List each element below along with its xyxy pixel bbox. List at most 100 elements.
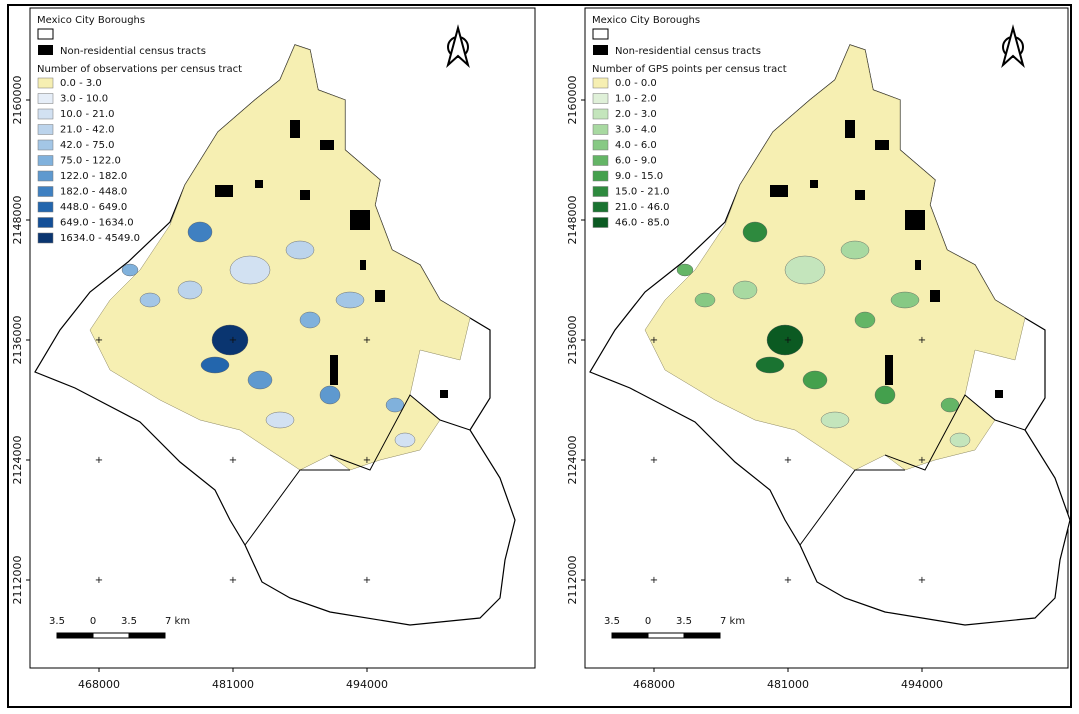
- grid-cross: +: [918, 575, 926, 586]
- legend-swatch: [37, 139, 54, 151]
- scale-label: 3.5: [121, 616, 137, 627]
- grid-cross: +: [229, 575, 237, 586]
- tract-cluster: [211, 324, 249, 356]
- x-tick-label: 481000: [767, 678, 809, 691]
- tract-cluster: [394, 432, 416, 448]
- non-residential-tract: [905, 210, 925, 230]
- legend-label: 9.0 - 15.0: [615, 171, 663, 182]
- y-tick-label: 2148000: [11, 196, 24, 245]
- x-tick-label: 494000: [346, 678, 388, 691]
- legend-heading: Mexico City Boroughs: [37, 15, 145, 26]
- scale-bar-segment: [56, 632, 94, 639]
- non-residential-tract: [855, 190, 865, 200]
- tract-cluster: [949, 432, 971, 448]
- legend-label: 15.0 - 21.0: [615, 187, 670, 198]
- grid-cross: +: [784, 575, 792, 586]
- scale-label: 7 km: [165, 616, 190, 627]
- legend-label: 46.0 - 85.0: [615, 218, 670, 229]
- non-residential-tract: [255, 180, 263, 188]
- tract-cluster: [229, 255, 271, 285]
- y-tick-label: 2136000: [566, 316, 579, 365]
- legend-label: 1634.0 - 4549.0: [60, 233, 140, 244]
- scale-label: 0: [90, 616, 96, 627]
- non-residential-tract: [440, 390, 448, 398]
- non-residential-tract: [375, 290, 385, 302]
- legend-swatch: [592, 93, 609, 104]
- scale-bar-segment: [128, 632, 166, 639]
- legend-swatch: [37, 201, 54, 213]
- tract-cluster: [247, 370, 273, 390]
- north-arrow: [446, 24, 470, 69]
- legend-label: 182.0 - 448.0: [60, 187, 127, 198]
- legend-swatch: [37, 217, 54, 228]
- map-panel: 468000 + + +481000 + + +494000 + + +2112000 212400…: [11, 7, 536, 691]
- grid-cross: +: [784, 335, 792, 346]
- legend-swatch: [37, 93, 54, 104]
- y-tick-label: 2148000: [566, 196, 579, 245]
- scale-label: 3.5: [49, 616, 65, 627]
- y-tick-label: 2160000: [566, 76, 579, 125]
- non-residential-tract: [845, 120, 855, 138]
- legend-swatch: [592, 217, 609, 228]
- grid-cross: +: [95, 335, 103, 346]
- tract-cluster: [187, 221, 213, 243]
- grid-cross: +: [229, 335, 237, 346]
- tract-cluster: [742, 221, 768, 243]
- tract-cluster: [840, 240, 870, 260]
- scale-bar-segment: [647, 632, 685, 639]
- figure-border: [7, 4, 1072, 708]
- tract-cluster: [676, 263, 694, 277]
- grid-cross: +: [229, 455, 237, 466]
- tract-cluster: [802, 370, 828, 390]
- non-residential-tract: [360, 260, 366, 270]
- legend-swatch: [37, 170, 54, 182]
- non-residential-tract: [290, 120, 300, 138]
- scale-bar-segment: [611, 632, 649, 639]
- non-residential-tract: [215, 185, 233, 197]
- map-panel: 468000 + + +481000 + + +494000 + + +2112000 212400…: [566, 7, 1071, 691]
- y-tick-label: 2112000: [566, 556, 579, 605]
- tract-cluster: [940, 397, 960, 413]
- x-tick-label: 468000: [633, 678, 675, 691]
- grid-cross: +: [650, 455, 658, 466]
- borough-line: [884, 394, 1026, 471]
- grid-cross: +: [95, 575, 103, 586]
- tract-cluster: [784, 255, 826, 285]
- grid-cross: +: [650, 335, 658, 346]
- tract-cluster: [874, 385, 896, 405]
- borough-line: [799, 469, 905, 546]
- grid-cross: +: [650, 575, 658, 586]
- tract-cluster: [694, 292, 716, 308]
- grid-cross: +: [363, 575, 371, 586]
- x-tick-label: 468000: [78, 678, 120, 691]
- y-tick-label: 2136000: [11, 316, 24, 365]
- non-residential-tract: [330, 355, 338, 385]
- legend-label: 21.0 - 42.0: [60, 125, 115, 136]
- y-tick-label: 2112000: [11, 556, 24, 605]
- legend-swatch: [37, 124, 54, 135]
- legend-label: 649.0 - 1634.0: [60, 218, 134, 229]
- legend-label: Non-residential census tracts: [615, 46, 761, 57]
- legend-swatch: [592, 124, 609, 135]
- scale-label: 3.5: [676, 616, 692, 627]
- scale-bar-segment: [92, 632, 130, 639]
- non-residential-tract: [300, 190, 310, 200]
- legend-label: 3.0 - 4.0: [615, 125, 657, 136]
- tract-cluster: [139, 292, 161, 308]
- non-residential-tract: [875, 140, 889, 150]
- tract-cluster: [755, 356, 785, 374]
- tract-cluster: [766, 324, 804, 356]
- urban-tracts: [89, 44, 471, 471]
- non-residential-tract: [930, 290, 940, 302]
- legend-swatch: [37, 232, 54, 244]
- legend-heading: Number of GPS points per census tract: [592, 64, 787, 75]
- scale-label: 0: [645, 616, 651, 627]
- legend-heading: Mexico City Boroughs: [592, 15, 700, 26]
- legend-label: Non-residential census tracts: [60, 46, 206, 57]
- grid-cross: +: [95, 455, 103, 466]
- scale-label: 7 km: [720, 616, 745, 627]
- legend-swatch: [592, 28, 609, 40]
- non-residential-tract: [350, 210, 370, 230]
- legend-label: 1.0 - 2.0: [615, 94, 657, 105]
